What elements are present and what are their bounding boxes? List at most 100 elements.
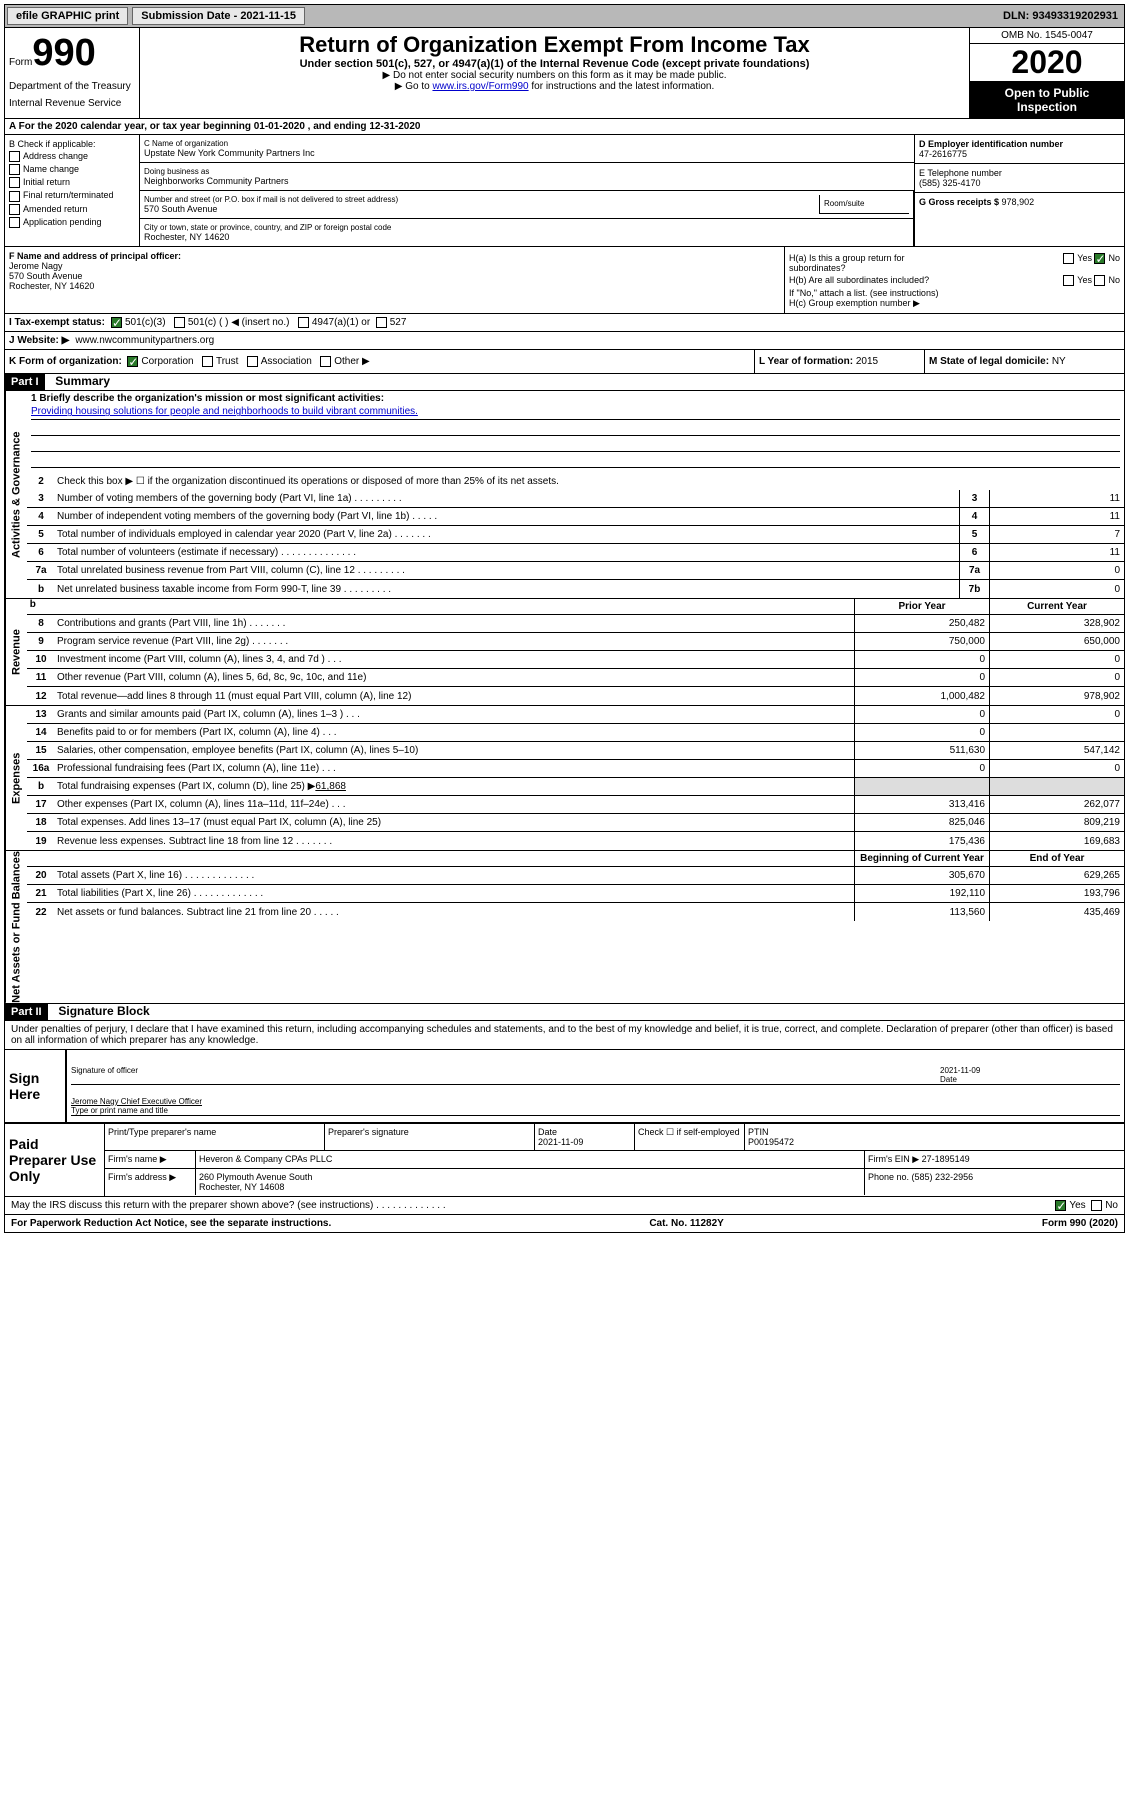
city-label: City or town, state or province, country… [144,223,909,232]
cb-name-change[interactable]: Name change [9,164,135,175]
ha-label: H(a) Is this a group return for [789,253,905,263]
col-cde: C Name of organization Upstate New York … [140,135,1124,246]
discuss-no-cb[interactable] [1091,1200,1102,1211]
page-footer: For Paperwork Reduction Act Notice, see … [5,1215,1124,1232]
cb-527[interactable] [376,317,387,328]
preparer-section: Paid Preparer Use Only Print/Type prepar… [5,1123,1124,1197]
form-number: 990 [32,32,95,74]
officer-name-label: Type or print name and title [71,1106,168,1115]
line5-value: 7 [989,526,1124,543]
ha-no-cb[interactable] [1094,253,1105,264]
line6-value: 11 [989,544,1124,561]
cb-final-return[interactable]: Final return/terminated [9,190,135,201]
net-assets-label: Net Assets or Fund Balances [5,851,27,1003]
preparer-label: Paid Preparer Use Only [5,1124,105,1196]
boc-header: Beginning of Current Year [854,851,989,866]
cb-association[interactable] [247,356,258,367]
form-990-document: efile GRAPHIC print Submission Date - 20… [4,4,1125,1233]
line21-text: Total liabilities (Part X, line 26) . . … [55,886,854,901]
firm-phone-value: (585) 232-2956 [912,1172,974,1182]
line7a-value: 0 [989,562,1124,579]
ptin-value: P00195472 [748,1137,794,1147]
prior-year-header: Prior Year [854,599,989,614]
cb-initial-return[interactable]: Initial return [9,177,135,188]
line11-text: Other revenue (Part VIII, column (A), li… [55,670,854,685]
i-label: I Tax-exempt status: [9,317,105,328]
officer-name-value: Jerome Nagy Chief Executive Officer [71,1097,202,1106]
cb-trust[interactable] [202,356,213,367]
officer-addr1: 570 South Avenue [9,271,780,281]
org-name-box: C Name of organization Upstate New York … [140,135,914,163]
line13-text: Grants and similar amounts paid (Part IX… [55,707,854,722]
ein-value: 47-2616775 [919,149,1120,159]
discuss-yes-cb[interactable] [1055,1200,1066,1211]
ha-yes-cb[interactable] [1063,253,1074,264]
sign-here-row: Sign Here Signature of officer 2021-11-0… [5,1050,1124,1123]
cb-application-pending[interactable]: Application pending [9,217,135,228]
line8-text: Contributions and grants (Part VIII, lin… [55,616,854,631]
perjury-declaration: Under penalties of perjury, I declare th… [5,1021,1124,1050]
org-name: Upstate New York Community Partners Inc [144,148,910,158]
dba-name: Neighborworks Community Partners [144,176,910,186]
part2-title: Signature Block [50,1004,149,1018]
eoy-header: End of Year [989,851,1124,866]
website-value: www.nwcommunitypartners.org [75,335,214,346]
footer-left: For Paperwork Reduction Act Notice, see … [11,1218,331,1229]
sig-date-label: Date [940,1075,957,1084]
open-inspection: Open to Public Inspection [970,82,1124,118]
col-de: D Employer identification number 47-2616… [914,135,1124,246]
line10-text: Investment income (Part VIII, column (A)… [55,652,854,667]
cb-4947[interactable] [298,317,309,328]
expenses-label: Expenses [5,706,27,850]
ha-sub: subordinates? [789,263,846,273]
dln-label: DLN: 93493319202931 [997,8,1124,24]
address-row: Number and street (or P.O. box if mail i… [140,191,914,246]
hb-no-cb[interactable] [1094,275,1105,286]
cb-501c[interactable] [174,317,185,328]
addr-label: Number and street (or P.O. box if mail i… [144,195,819,204]
row-a-tax-year: A For the 2020 calendar year, or tax yea… [5,119,1124,135]
firm-ein-value: 27-1895149 [922,1154,970,1164]
col-b-checkboxes: B Check if applicable: Address change Na… [5,135,140,246]
line4-value: 11 [989,508,1124,525]
hb-yes-cb[interactable] [1063,275,1074,286]
cb-other[interactable] [320,356,331,367]
fgh-row: F Name and address of principal officer:… [5,247,1124,314]
street-address: 570 South Avenue [144,204,819,214]
part1-header: Part I Summary [5,374,1124,391]
cb-501c3[interactable] [111,317,122,328]
cb-address-change[interactable]: Address change [9,151,135,162]
firm-name-label: Firm's name ▶ [105,1151,195,1168]
firm-addr-label: Firm's address ▶ [105,1169,195,1195]
irs-link[interactable]: www.irs.gov/Form990 [432,81,528,92]
revenue-section: Revenue bPrior YearCurrent Year 8Contrib… [5,599,1124,706]
efile-print-button[interactable]: efile GRAPHIC print [7,7,128,25]
line7b-value: 0 [989,580,1124,598]
form-subtitle: Under section 501(c), 527, or 4947(a)(1)… [144,58,965,70]
self-employed-cb[interactable]: Check ☐ if self-employed [635,1124,745,1150]
cb-amended-return[interactable]: Amended return [9,204,135,215]
mission-text[interactable]: Providing housing solutions for people a… [31,406,418,417]
note-1: ▶ Do not enter social security numbers o… [144,70,965,81]
block-bcde: B Check if applicable: Address change Na… [5,135,1124,247]
cb-corporation[interactable] [127,356,138,367]
row-i-tax-status: I Tax-exempt status: 501(c)(3) 501(c) ( … [5,314,1124,332]
line7a-text: Total unrelated business revenue from Pa… [55,563,959,578]
room-suite: Room/suite [819,195,909,214]
officer-addr2: Rochester, NY 14620 [9,281,780,291]
part2-badge: Part II [5,1004,48,1020]
discuss-row: May the IRS discuss this return with the… [5,1197,1124,1215]
dba-box: Doing business as Neighborworks Communit… [140,163,914,191]
line20-text: Total assets (Part X, line 16) . . . . .… [55,868,854,883]
gross-value: 978,902 [1002,197,1035,207]
line7b-text: Net unrelated business taxable income fr… [55,582,959,597]
line16a-text: Professional fundraising fees (Part IX, … [55,761,854,776]
colb-header: B Check if applicable: [9,139,135,149]
hb-note: If "No," attach a list. (see instruction… [789,288,1120,298]
omb-number: OMB No. 1545-0047 [970,28,1124,44]
net-assets-section: Net Assets or Fund Balances Beginning of… [5,851,1124,1004]
footer-center: Cat. No. 11282Y [649,1218,723,1229]
line9-text: Program service revenue (Part VIII, line… [55,634,854,649]
governance-section: Activities & Governance 1 Briefly descri… [5,391,1124,599]
line3-text: Number of voting members of the governin… [55,491,959,506]
